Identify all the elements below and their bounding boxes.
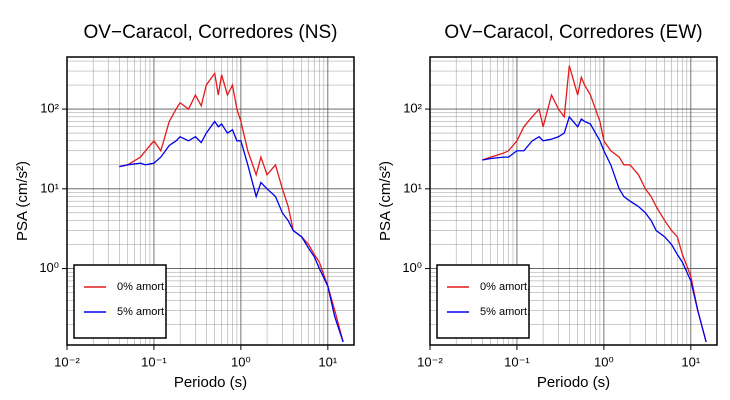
y-tick-label: 10⁰ — [39, 260, 59, 275]
y-tick-label: 10² — [403, 101, 422, 116]
legend-label: 5% amort. — [117, 306, 167, 318]
plot-frame — [66, 56, 355, 346]
y-tick-label: 10⁰ — [402, 260, 422, 275]
x-tick-label: 10⁻² — [54, 354, 80, 369]
y-tick-label: 10² — [40, 101, 59, 116]
x-tick-label: 10⁻² — [417, 354, 443, 369]
chart: 10⁻² 10⁻¹ 10⁰ 10¹ 10⁰ 10¹ 10² OV−Caracol, Corre… — [14, 22, 355, 391]
x-tick-label: 10⁻¹ — [504, 354, 530, 369]
legend-label: 0% amort. — [117, 281, 167, 293]
y-tick-label: 10¹ — [40, 180, 59, 195]
legend-label: 5% amort. — [480, 306, 530, 318]
legend-box — [73, 264, 167, 339]
x-tick-label: 10⁰ — [231, 354, 251, 369]
x-axis-label: Periodo (s) — [174, 374, 247, 391]
line-series — [482, 115, 707, 343]
y-axis-label: PSA (cm/s²) — [14, 161, 31, 241]
chart: 10⁻² 10⁻¹ 10⁰ 10¹ 10⁰ 10¹ 10² OV−Caracol, Corre… — [377, 22, 718, 391]
x-tick-label: 10¹ — [681, 354, 700, 369]
legend-box — [436, 264, 530, 339]
line-series — [119, 120, 344, 343]
x-axis-label: Periodo (s) — [537, 374, 610, 391]
y-tick-label: 10¹ — [403, 180, 422, 195]
plot-frame — [429, 56, 718, 346]
y-axis-label: PSA (cm/s²) — [377, 161, 394, 241]
chart-title: OV−Caracol, Corredores (EW) — [444, 22, 702, 43]
x-tick-label: 10⁰ — [594, 354, 614, 369]
x-tick-label: 10¹ — [318, 354, 337, 369]
x-tick-label: 10⁻¹ — [141, 354, 167, 369]
legend-label: 0% amort. — [480, 281, 530, 293]
chart-title: OV−Caracol, Corredores (NS) — [84, 22, 338, 43]
line-series — [482, 65, 707, 343]
